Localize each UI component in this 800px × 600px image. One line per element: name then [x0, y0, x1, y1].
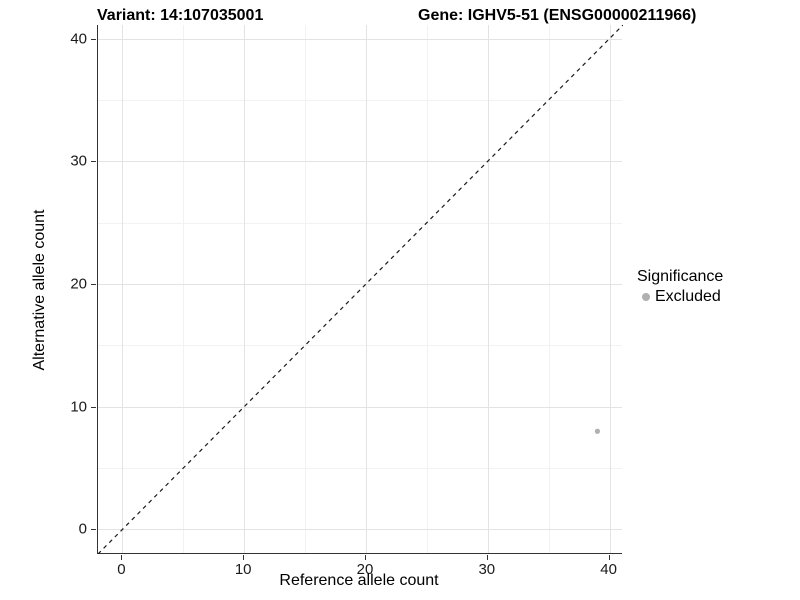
x-tick-mark — [486, 555, 488, 560]
x-major-gridline — [365, 25, 367, 553]
y-minor-gridline — [98, 222, 622, 224]
x-minor-gridline — [183, 25, 185, 553]
y-tick-mark — [91, 406, 96, 408]
x-minor-gridline — [305, 25, 307, 553]
x-major-gridline — [122, 25, 124, 553]
y-tick-label: 0 — [78, 520, 87, 538]
x-minor-gridline — [548, 25, 550, 553]
x-tick-mark — [243, 555, 245, 560]
y-major-gridline — [98, 406, 622, 408]
y-axis-title: Alternative allele count — [31, 209, 48, 371]
x-tick-mark — [121, 555, 123, 560]
x-tick-label: 30 — [478, 561, 496, 578]
x-tick-label: 40 — [600, 561, 617, 578]
y-major-gridline — [98, 38, 622, 40]
y-tick-mark — [91, 38, 96, 40]
x-axis-title: Reference allele count — [279, 572, 439, 589]
y-major-gridline — [98, 529, 622, 531]
gene-title: Gene: IGHV5-51 (ENSG00000211966) — [418, 7, 697, 24]
x-tick-mark — [608, 555, 610, 560]
data-point — [594, 428, 601, 434]
identity-dashed-line — [98, 25, 623, 554]
y-minor-gridline — [98, 345, 622, 347]
x-tick-label: 0 — [117, 561, 126, 578]
y-tick-mark — [91, 283, 96, 285]
y-tick-label: 30 — [70, 152, 87, 170]
y-tick-label: 40 — [70, 30, 87, 47]
y-tick-mark — [91, 529, 96, 531]
legend-item-label: Excluded — [655, 288, 721, 305]
excluded-point-icon — [642, 293, 650, 301]
x-minor-gridline — [426, 25, 428, 553]
x-tick-label: 20 — [356, 561, 374, 578]
legend-item-excluded: Excluded — [637, 288, 723, 306]
x-major-gridline — [244, 25, 246, 553]
plot-panel — [97, 25, 623, 554]
y-major-gridline — [98, 161, 622, 163]
x-major-gridline — [487, 25, 489, 553]
x-major-gridline — [609, 25, 611, 553]
y-tick-label: 10 — [70, 398, 87, 416]
variant-title: Variant: 14:107035001 — [97, 7, 264, 24]
y-tick-label: 20 — [70, 275, 87, 293]
y-major-gridline — [98, 283, 622, 285]
x-tick-label: 10 — [234, 561, 252, 578]
legend-title: Significance — [637, 268, 724, 285]
y-minor-gridline — [98, 99, 622, 101]
x-tick-mark — [364, 555, 366, 560]
plot-layer — [98, 25, 623, 554]
y-minor-gridline — [98, 468, 622, 470]
y-tick-mark — [91, 161, 96, 163]
legend: Significance Excluded — [637, 268, 723, 306]
